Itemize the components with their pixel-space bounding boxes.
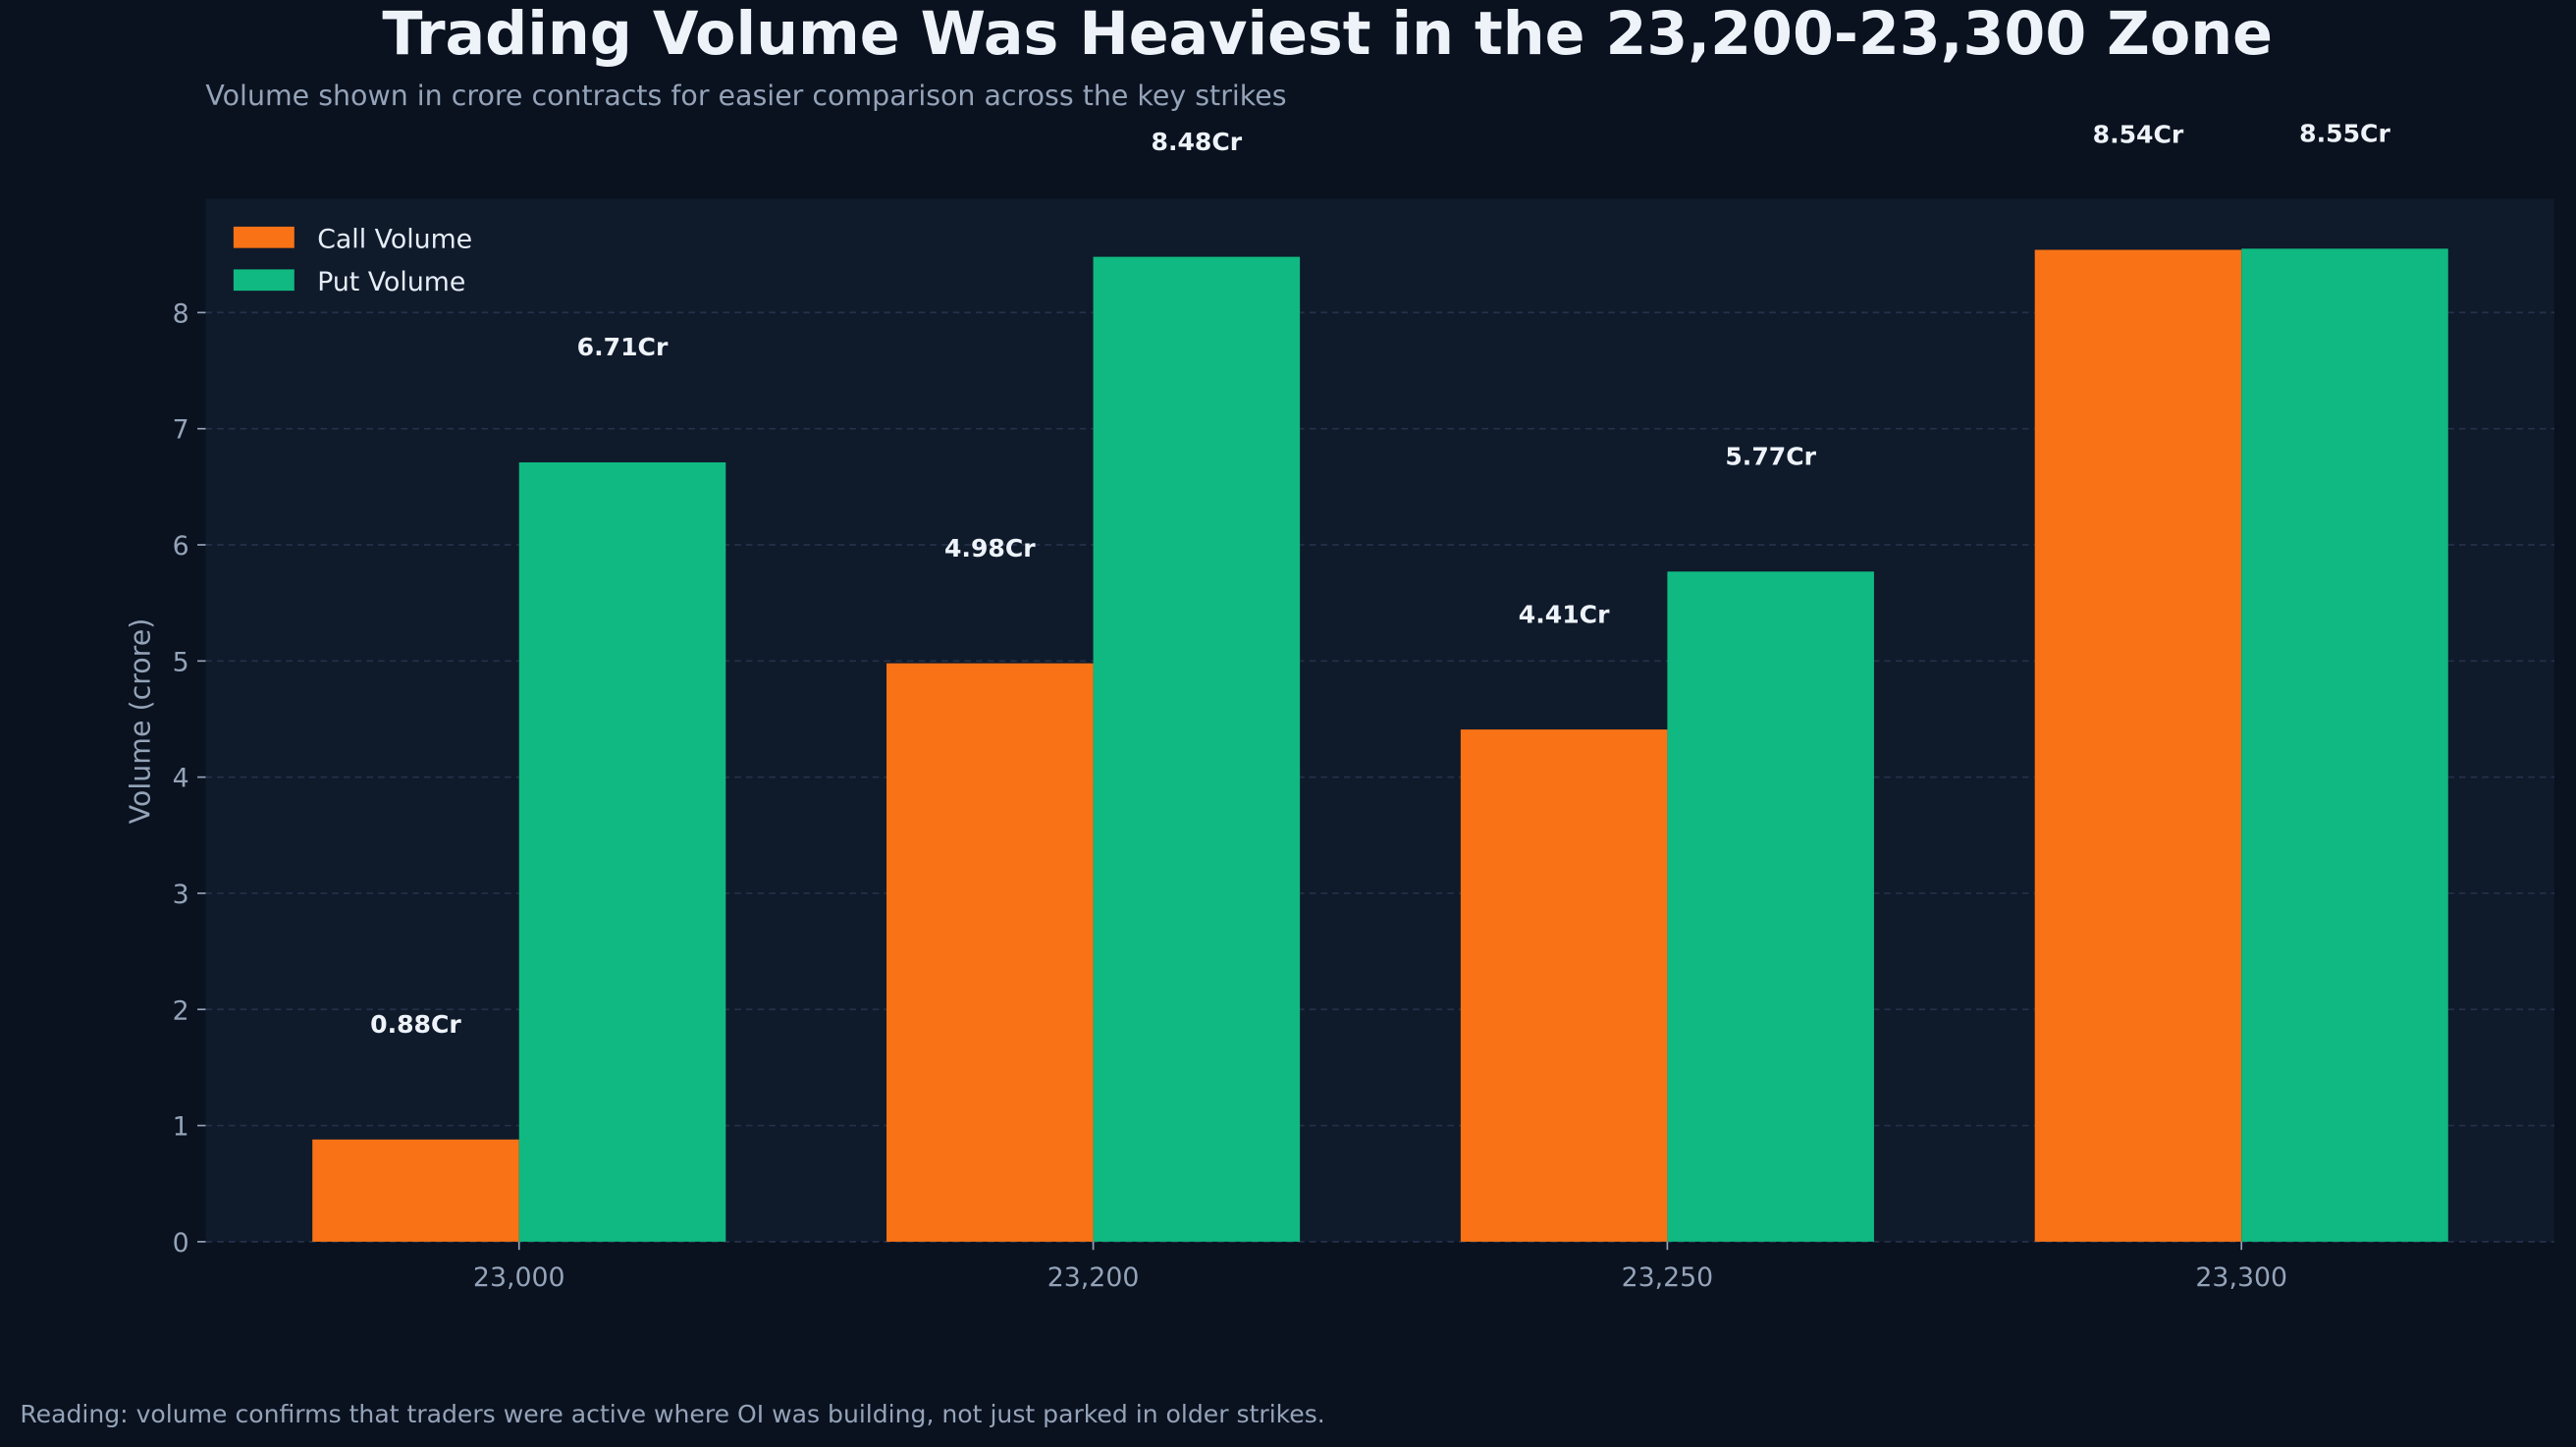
- call-data-label: 0.88Cr: [370, 1010, 461, 1039]
- y-tick-label: 1: [173, 1112, 189, 1143]
- y-tick-label: 0: [173, 1228, 189, 1259]
- call-volume-bar: [312, 1139, 519, 1242]
- put-data-label: 5.77Cr: [1725, 442, 1816, 470]
- y-tick-label: 7: [173, 415, 189, 446]
- y-tick-label: 8: [173, 298, 189, 329]
- x-tick-label: 23,300: [2195, 1262, 2287, 1293]
- chart-title: Trading Volume Was Heaviest in the 23,20…: [382, 0, 2273, 69]
- y-tick-label: 3: [173, 880, 189, 910]
- legend-swatch-call: [233, 226, 295, 248]
- put-volume-bar: [1667, 571, 1874, 1242]
- x-tick-label: 23,200: [1047, 1262, 1140, 1293]
- legend-label-call: Call Volume: [317, 225, 472, 255]
- y-tick-label: 6: [173, 531, 189, 562]
- bars: [312, 248, 2448, 1242]
- call-volume-bar: [2034, 249, 2242, 1242]
- y-tick-label: 2: [173, 995, 189, 1026]
- put-volume-bar: [2241, 248, 2448, 1242]
- y-axis-ticks: 0 1 2 3 4 5 6 7 8: [173, 298, 206, 1259]
- x-axis-ticks: 23,000 23,200 23,250 23,300: [473, 1241, 2287, 1293]
- chart-subtitle: Volume shown in crore contracts for easi…: [205, 80, 1286, 112]
- legend-swatch-put: [233, 269, 295, 292]
- put-volume-bar: [1093, 256, 1301, 1242]
- put-data-label: 8.48Cr: [1152, 128, 1243, 156]
- data-labels: 0.88Cr 6.71Cr 4.98Cr 8.48Cr 4.41Cr 5.77Cr 8.54…: [370, 119, 2390, 1038]
- put-volume-bar: [518, 462, 726, 1242]
- x-tick-label: 23,000: [473, 1262, 565, 1293]
- x-tick-label: 23,250: [1622, 1262, 1714, 1293]
- y-tick-label: 4: [173, 764, 189, 794]
- y-tick-label: 5: [173, 647, 189, 677]
- call-data-label: 4.41Cr: [1519, 600, 1610, 628]
- call-data-label: 4.98Cr: [944, 534, 1036, 563]
- call-volume-bar: [886, 663, 1094, 1242]
- legend: Call Volume Put Volume: [233, 225, 472, 297]
- call-volume-bar: [1460, 729, 1668, 1242]
- footer-note: Reading: volume confirms that traders we…: [20, 1400, 1324, 1428]
- legend-label-put: Put Volume: [317, 267, 465, 297]
- put-data-label: 8.55Cr: [2299, 119, 2390, 147]
- put-data-label: 6.71Cr: [577, 333, 669, 361]
- y-axis-label: Volume (crore): [125, 618, 157, 825]
- call-data-label: 8.54Cr: [2093, 121, 2184, 149]
